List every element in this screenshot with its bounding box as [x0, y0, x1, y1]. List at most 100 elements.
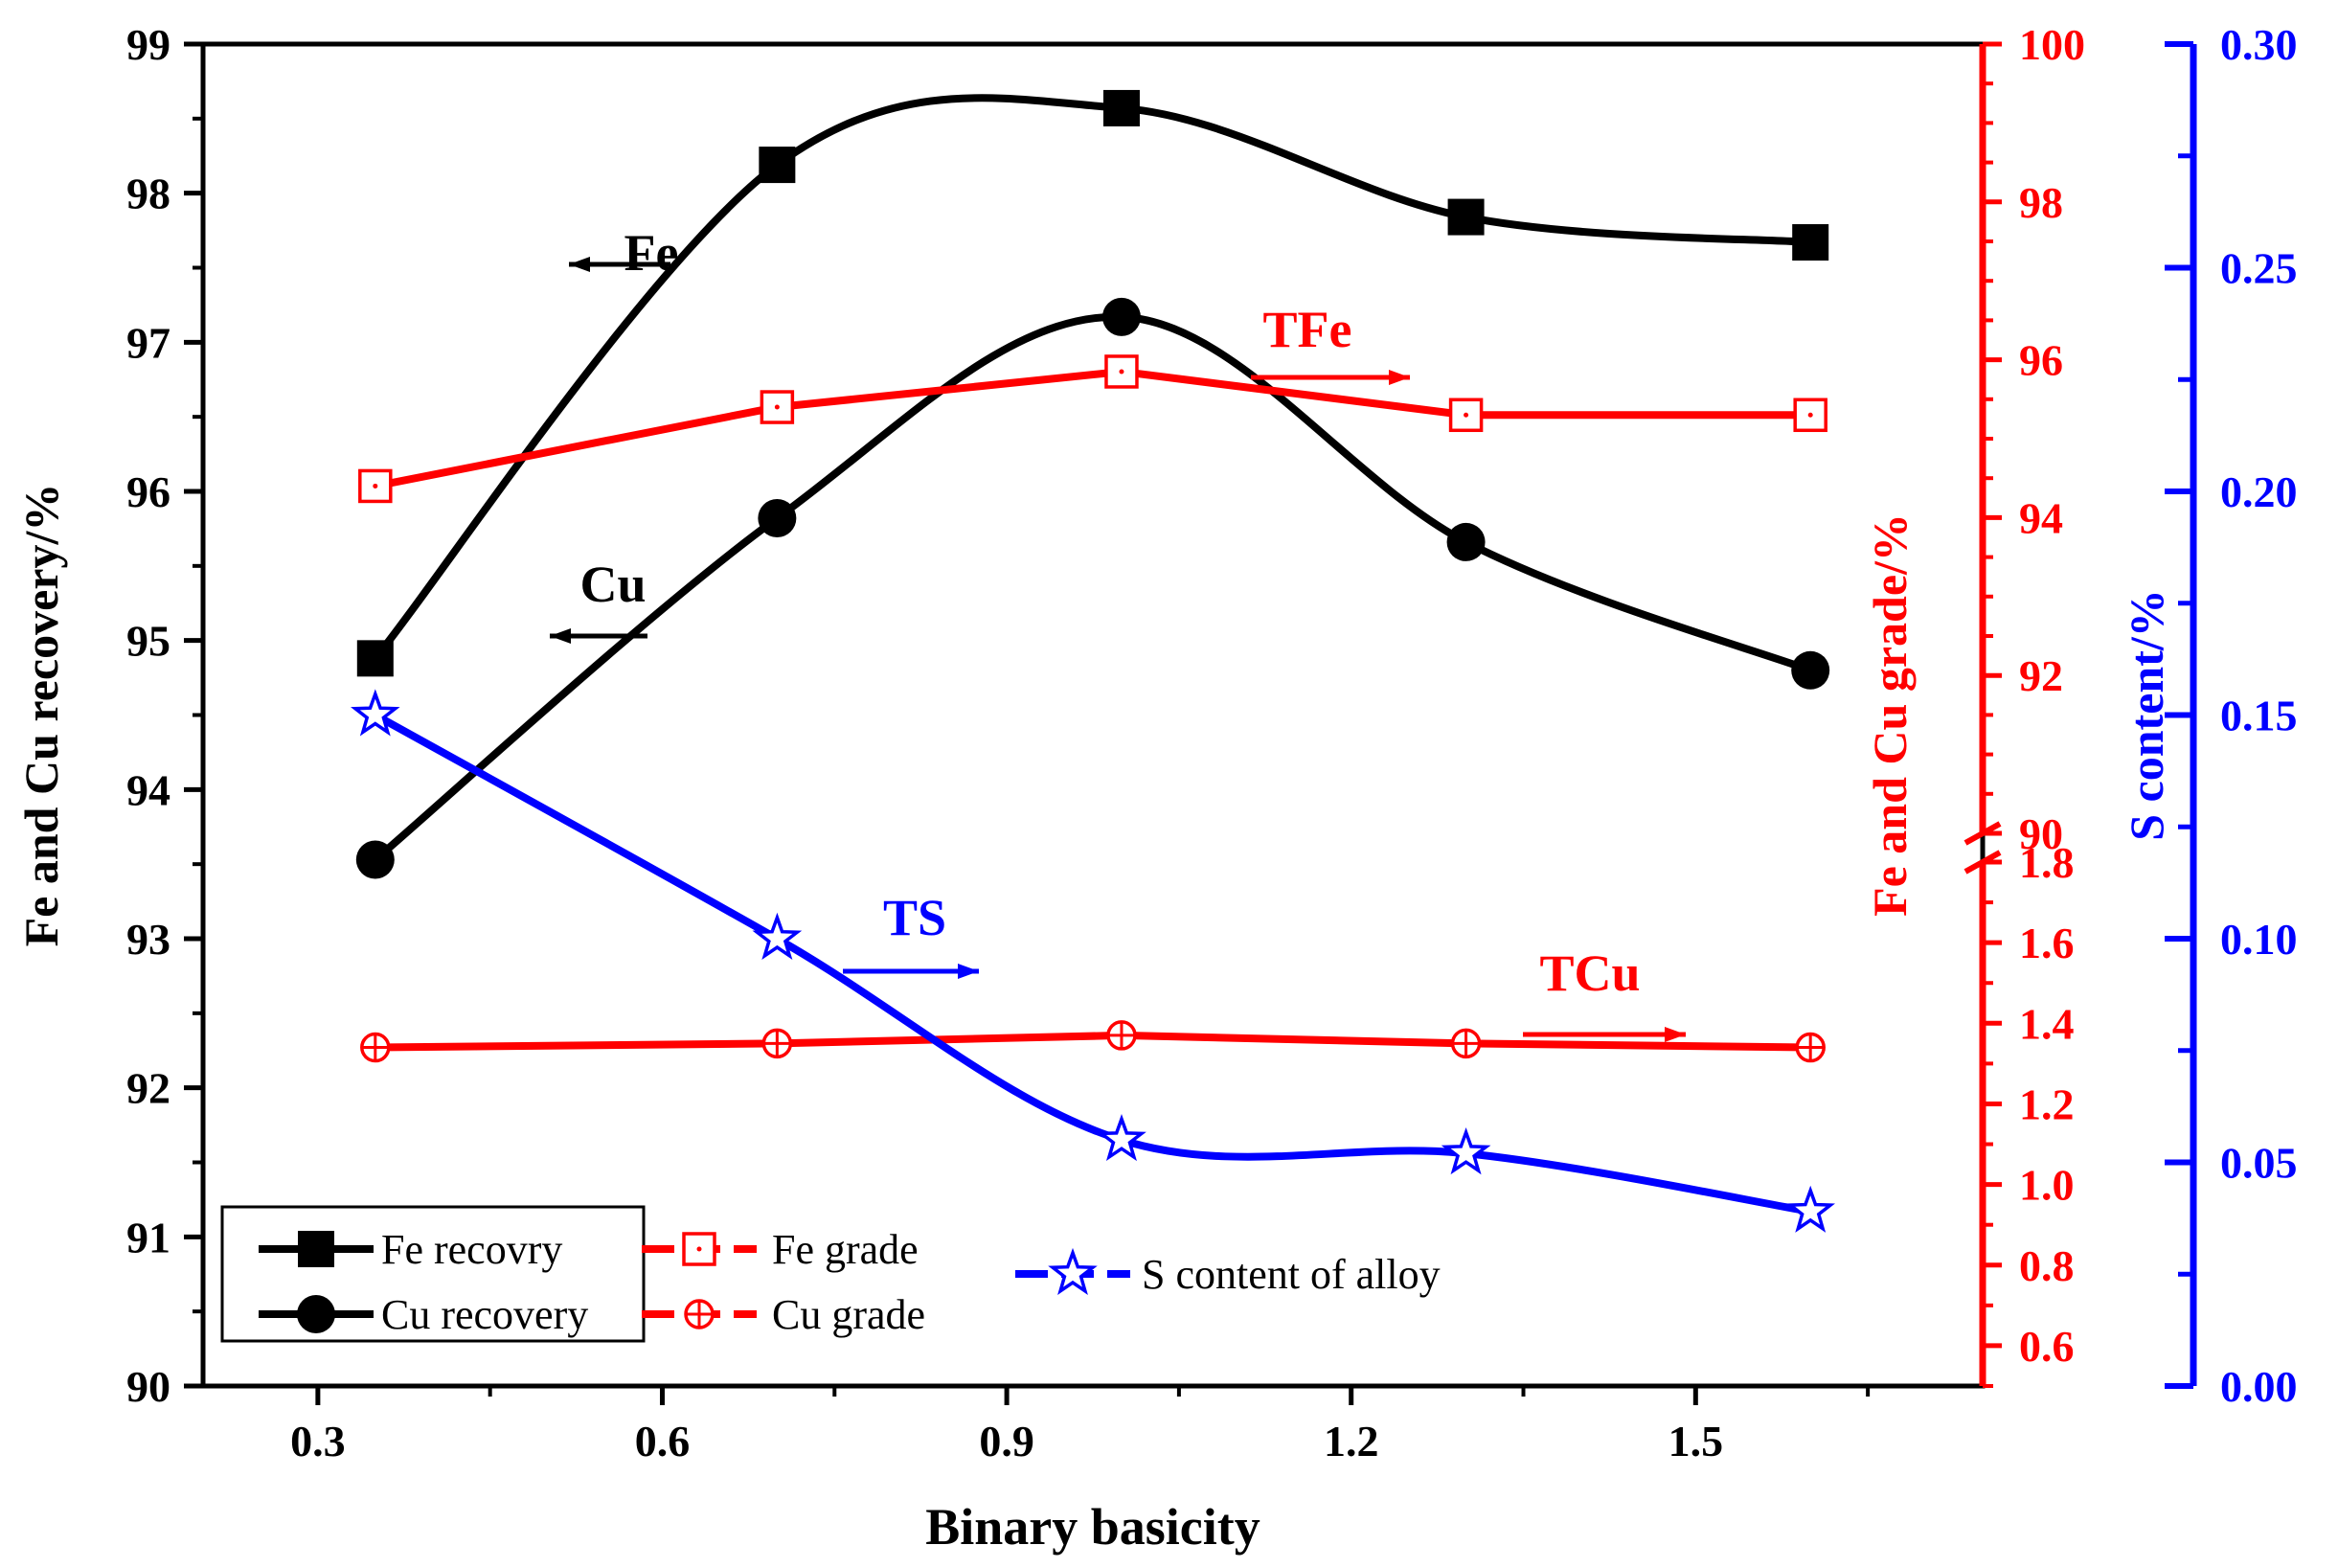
point-cu-grade-5 — [1795, 1032, 1826, 1063]
left-tick-label: 99 — [126, 20, 170, 69]
legend-item-fe-recovry: Fe recovry — [259, 1226, 562, 1273]
point-fe-grade-1 — [358, 468, 393, 504]
annotation-ts: TS — [843, 889, 979, 979]
sulfur-tick-label: 0.15 — [2220, 692, 2298, 740]
point-fe-grade-4 — [1448, 398, 1484, 433]
left-tick-label: 97 — [126, 318, 170, 367]
sulfur-tick-label: 0.10 — [2220, 915, 2298, 964]
legend-label-cu-recovery: Cu recovery — [381, 1291, 588, 1338]
point-cu-recovery-2 — [758, 499, 797, 538]
series-fe-grade — [358, 354, 1827, 504]
point-fe-recovry-4 — [1447, 198, 1485, 236]
legend: Fe recovry Cu recovery Fe grade Cu grade S c… — [220, 1205, 1441, 1343]
grade-lower-tick-label: 1.2 — [2019, 1079, 2075, 1128]
point-fe-grade-3 — [1104, 354, 1139, 389]
left-tick-label: 96 — [126, 467, 170, 516]
grade-upper-tick-label: 100 — [2019, 20, 2085, 69]
x-tick-label: 0.3 — [290, 1417, 346, 1466]
series-cu-grade — [360, 1020, 1826, 1063]
legend-item-cu-grade: Cu grade — [642, 1291, 925, 1338]
x-tick-label: 0.6 — [635, 1417, 691, 1466]
line-fe-grade — [375, 367, 1811, 490]
axes-layer: 90 91 92 93 94 95 96 97 98 99 Fe and Cu recovery/%… — [14, 20, 2298, 1556]
series-layer — [351, 89, 1835, 1233]
grade-lower-tick-label: 1.4 — [2019, 999, 2075, 1048]
annotation-tfe-arrow-head — [1389, 370, 1410, 385]
point-cu-grade-1 — [360, 1032, 391, 1063]
left-tick-label: 95 — [126, 617, 170, 666]
point-fe-recovry-3 — [1102, 89, 1140, 126]
annotation-ts-arrow-head — [958, 964, 979, 979]
grade-upper-tick-label: 96 — [2019, 336, 2063, 385]
point-s-content-of-alloy-1 — [351, 689, 400, 737]
legend-item-cu-recovery: Cu recovery — [259, 1291, 588, 1338]
annotation-tfe: TFe — [1251, 301, 1410, 385]
legend-label-fe-recovry: Fe recovry — [381, 1226, 562, 1273]
point-cu-recovery-5 — [1791, 650, 1830, 690]
grade-lower-tick-label: 1.0 — [2019, 1161, 2075, 1210]
sulfur-tick-label: 0.20 — [2220, 467, 2298, 516]
grade-upper-tick-label: 94 — [2019, 493, 2063, 542]
legend-label-s-content-of-alloy: S content of alloy — [1142, 1251, 1441, 1298]
point-fe-recovry-5 — [1792, 224, 1829, 261]
legend-marker-fe-recovry — [298, 1231, 334, 1267]
grade-upper-tick-label: 98 — [2019, 178, 2063, 227]
sulfur-axis-title: S content/% — [2120, 589, 2173, 841]
plot-frame — [200, 41, 1986, 1389]
left-tick-label: 92 — [126, 1064, 170, 1113]
series-cu-recovery — [355, 297, 1830, 879]
annotation-fe-label: Fe — [624, 224, 679, 282]
grade-lower-tick-label: 0.8 — [2019, 1241, 2075, 1290]
sulfur-tick-label: 0.05 — [2220, 1139, 2298, 1188]
sulfur-tick-label: 0.00 — [2220, 1362, 2298, 1411]
left-tick-label: 98 — [126, 170, 170, 218]
series-fe-recovry — [356, 89, 1829, 677]
left-tick-label: 94 — [126, 765, 170, 814]
grade-upper-tick-label: 92 — [2019, 651, 2063, 700]
annotation-tcu: TCu — [1523, 944, 1686, 1042]
grade-upper-tick-label: 90 — [2019, 809, 2063, 858]
sulfur-tick-label: 0.30 — [2220, 20, 2298, 69]
grade-lower-tick-label: 0.6 — [2019, 1322, 2075, 1371]
annotation-tfe-label: TFe — [1263, 301, 1352, 358]
annotation-tcu-arrow-head — [1665, 1027, 1686, 1042]
point-cu-grade-3 — [1106, 1020, 1137, 1051]
left-axis-title: Fe and Cu recovery/% — [14, 484, 68, 947]
grade-axis-title: Fe and Cu grade/% — [1863, 513, 1917, 917]
point-s-content-of-alloy-2 — [752, 912, 803, 961]
legend-label-fe-grade: Fe grade — [772, 1226, 919, 1273]
annotation-ts-label: TS — [883, 889, 946, 946]
annotations-layer: Fe Cu TFe TS TCu — [550, 224, 1686, 1042]
point-s-content-of-alloy-3 — [1097, 1114, 1146, 1162]
annotation-cu: Cu — [550, 556, 647, 644]
legend-marker-fe-grade — [682, 1232, 716, 1266]
sulfur-tick-label: 0.25 — [2220, 244, 2298, 293]
point-cu-recovery-4 — [1446, 522, 1486, 561]
x-tick-label: 0.9 — [979, 1417, 1034, 1466]
annotation-cu-label: Cu — [579, 556, 646, 613]
point-cu-grade-4 — [1450, 1028, 1482, 1059]
left-tick-label: 91 — [126, 1213, 170, 1261]
grade-lower-tick-label: 1.8 — [2019, 838, 2075, 887]
point-fe-grade-5 — [1793, 398, 1827, 433]
legend-item-s-content-of-alloy: S content of alloy — [1015, 1247, 1441, 1298]
point-fe-recovry-2 — [759, 147, 796, 184]
point-fe-grade-2 — [760, 390, 795, 424]
point-cu-recovery-3 — [1101, 297, 1141, 336]
point-s-content-of-alloy-5 — [1785, 1185, 1835, 1233]
legend-item-fe-grade: Fe grade — [642, 1226, 919, 1273]
x-tick-label: 1.5 — [1668, 1417, 1724, 1466]
point-cu-grade-2 — [761, 1028, 793, 1059]
point-s-content-of-alloy-4 — [1441, 1127, 1491, 1175]
legend-marker-s-content-of-alloy — [1048, 1247, 1098, 1295]
x-axis-title: Binary basicity — [925, 1498, 1260, 1556]
annotation-fe-arrow-head — [569, 257, 590, 272]
point-cu-recovery-1 — [355, 840, 395, 879]
legend-marker-cu-recovery — [297, 1295, 335, 1333]
left-tick-label: 93 — [126, 915, 170, 964]
grade-lower-tick-label: 1.6 — [2019, 919, 2075, 967]
legend-label-cu-grade: Cu grade — [772, 1291, 925, 1338]
point-fe-recovry-1 — [356, 640, 394, 677]
left-tick-label: 90 — [126, 1362, 170, 1411]
